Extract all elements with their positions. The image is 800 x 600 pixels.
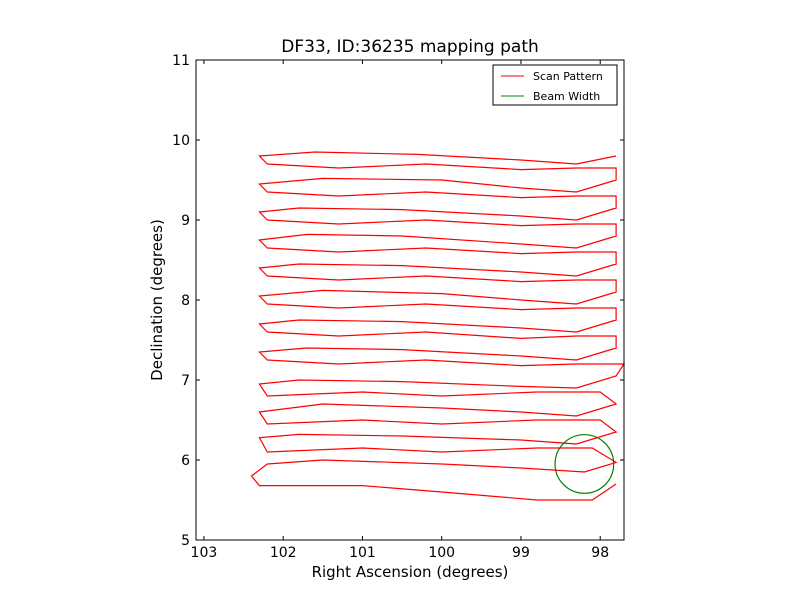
chart-title: DF33, ID:36235 mapping path [281, 37, 539, 57]
x-tick-label: 99 [512, 545, 530, 561]
x-tick-label: 103 [191, 545, 218, 561]
y-tick-label: 10 [172, 133, 190, 149]
x-tick-label: 102 [270, 545, 297, 561]
beam-width-circle [554, 434, 615, 494]
y-axis-ticks: 5 6 7 8 9 10 11 [172, 53, 624, 549]
y-axis-label: Declination (degrees) [148, 219, 166, 381]
series-line-scan-pattern [250, 151, 626, 501]
x-axis-label: Right Ascension (degrees) [312, 563, 509, 581]
y-tick-label: 11 [172, 53, 190, 69]
legend: Scan Pattern Beam Width [492, 64, 618, 106]
x-tick-label: 101 [349, 545, 376, 561]
x-tick-label: 100 [428, 545, 455, 561]
y-tick-label: 6 [181, 453, 190, 469]
plot-area [250, 151, 626, 501]
y-tick-label: 8 [181, 293, 190, 309]
x-tick-label: 98 [591, 545, 609, 561]
legend-label-beam-width: Beam Width [533, 90, 600, 103]
legend-box [492, 64, 618, 106]
x-axis-ticks: 103 102 101 100 99 98 [191, 60, 609, 561]
y-tick-label: 7 [181, 373, 190, 389]
y-tick-label: 9 [181, 213, 190, 229]
y-tick-label: 5 [181, 533, 190, 549]
legend-label-scan-pattern: Scan Pattern [533, 70, 603, 83]
